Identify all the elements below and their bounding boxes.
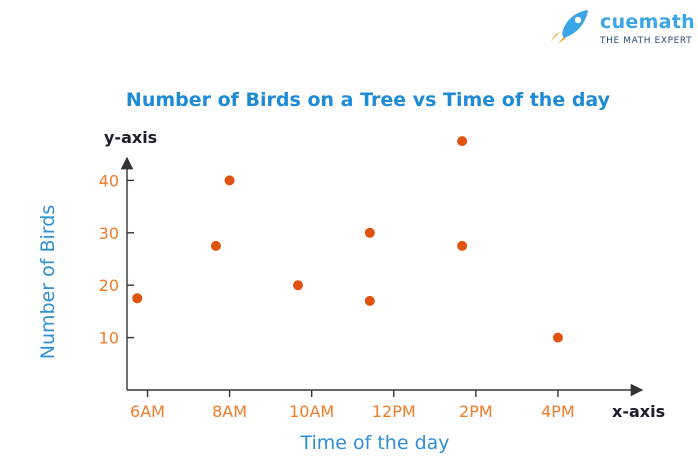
- x-axis-label: Time of the day: [299, 432, 449, 454]
- y-axis-label: Number of Birds: [37, 205, 59, 359]
- x-ticks: 6AM 8AM 10AM 12PM 2PM 4PM: [130, 390, 575, 421]
- x-tick-label: 4PM: [541, 402, 575, 421]
- chart-title: Number of Birds on a Tree vs Time of the…: [126, 89, 611, 111]
- y-ticks: 10 20 30 40: [99, 171, 134, 348]
- x-tick-label: 12PM: [372, 402, 416, 421]
- data-point: [457, 240, 468, 251]
- y-tick-label: 30: [99, 224, 119, 243]
- data-point: [293, 280, 303, 291]
- data-point: [364, 295, 375, 306]
- cuemath-logo: cuemath THE MATH EXPERT: [546, 6, 695, 46]
- brand-name: cuemath: [600, 11, 696, 33]
- y-tick-label: 20: [99, 276, 119, 295]
- data-point: [457, 136, 468, 147]
- y-tick-label: 40: [99, 171, 119, 190]
- x-axis-name: x-axis: [612, 402, 665, 421]
- brand-tagline: THE MATH EXPERT: [600, 36, 693, 46]
- data-point: [364, 227, 375, 238]
- data-point: [132, 293, 143, 304]
- y-axis-name: y-axis: [104, 128, 157, 147]
- data-points: [132, 136, 563, 343]
- x-tick-label: 2PM: [459, 402, 493, 421]
- x-tick-label: 8AM: [212, 402, 247, 421]
- x-tick-label: 10AM: [289, 402, 334, 421]
- data-point: [224, 175, 235, 186]
- y-tick-label: 10: [99, 329, 119, 348]
- data-point: [210, 240, 221, 251]
- data-point: [552, 332, 563, 343]
- rocket-icon: [550, 10, 588, 44]
- x-tick-label: 6AM: [130, 402, 165, 421]
